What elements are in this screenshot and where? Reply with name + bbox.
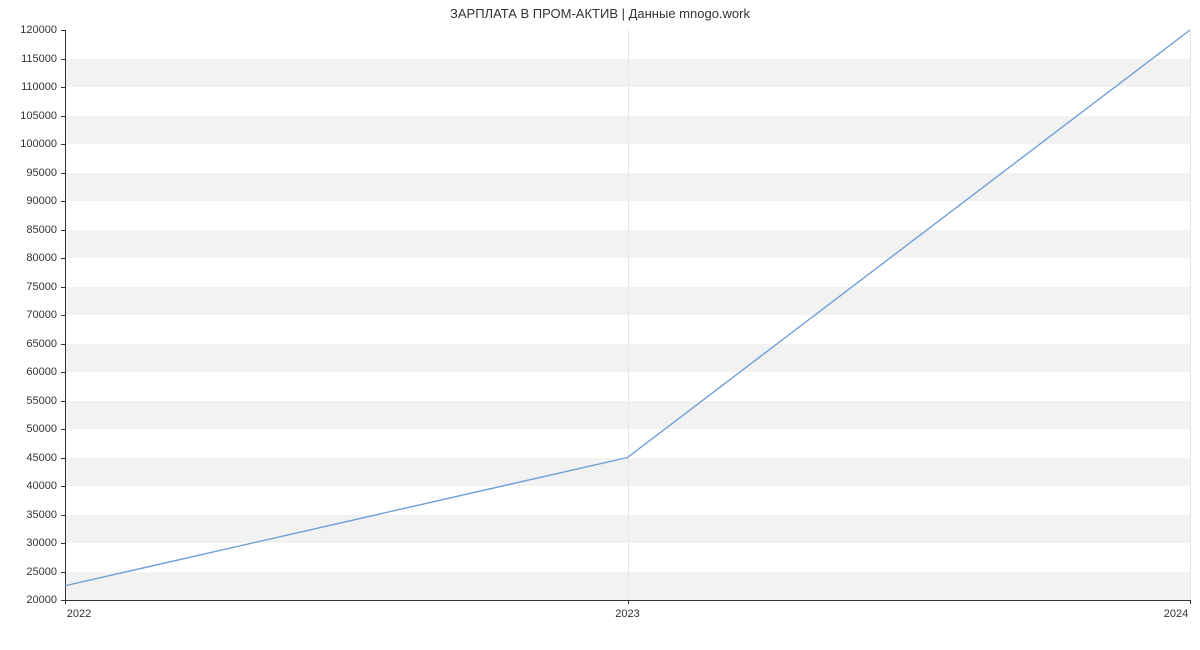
y-tick-label: 105000 bbox=[0, 110, 57, 122]
x-axis-line bbox=[65, 600, 1190, 601]
x-tick-mark bbox=[1190, 600, 1191, 604]
y-tick-label: 50000 bbox=[0, 423, 57, 435]
x-tick-label: 2022 bbox=[67, 608, 91, 620]
series-layer bbox=[65, 30, 1190, 600]
x-grid-line bbox=[1190, 30, 1191, 600]
x-tick-label: 2024 bbox=[1164, 608, 1188, 620]
chart-container: ЗАРПЛАТА В ПРОМ-АКТИВ | Данные mnogo.wor… bbox=[0, 0, 1200, 650]
y-tick-label: 70000 bbox=[0, 309, 57, 321]
y-tick-label: 45000 bbox=[0, 452, 57, 464]
y-tick-label: 40000 bbox=[0, 480, 57, 492]
chart-title: ЗАРПЛАТА В ПРОМ-АКТИВ | Данные mnogo.wor… bbox=[0, 6, 1200, 21]
y-tick-label: 110000 bbox=[0, 81, 57, 93]
y-tick-label: 30000 bbox=[0, 537, 57, 549]
y-tick-label: 65000 bbox=[0, 338, 57, 350]
series-line bbox=[65, 30, 1190, 586]
y-tick-label: 25000 bbox=[0, 566, 57, 578]
plot-area: 2000025000300003500040000450005000055000… bbox=[65, 30, 1190, 600]
y-tick-label: 120000 bbox=[0, 24, 57, 36]
y-tick-label: 35000 bbox=[0, 509, 57, 521]
y-tick-label: 60000 bbox=[0, 366, 57, 378]
y-tick-label: 95000 bbox=[0, 167, 57, 179]
x-tick-label: 2023 bbox=[615, 608, 639, 620]
y-tick-label: 80000 bbox=[0, 252, 57, 264]
y-tick-label: 100000 bbox=[0, 138, 57, 150]
y-tick-label: 75000 bbox=[0, 281, 57, 293]
y-tick-label: 85000 bbox=[0, 224, 57, 236]
y-tick-label: 90000 bbox=[0, 195, 57, 207]
y-tick-label: 20000 bbox=[0, 594, 57, 606]
y-tick-label: 115000 bbox=[0, 53, 57, 65]
y-tick-label: 55000 bbox=[0, 395, 57, 407]
